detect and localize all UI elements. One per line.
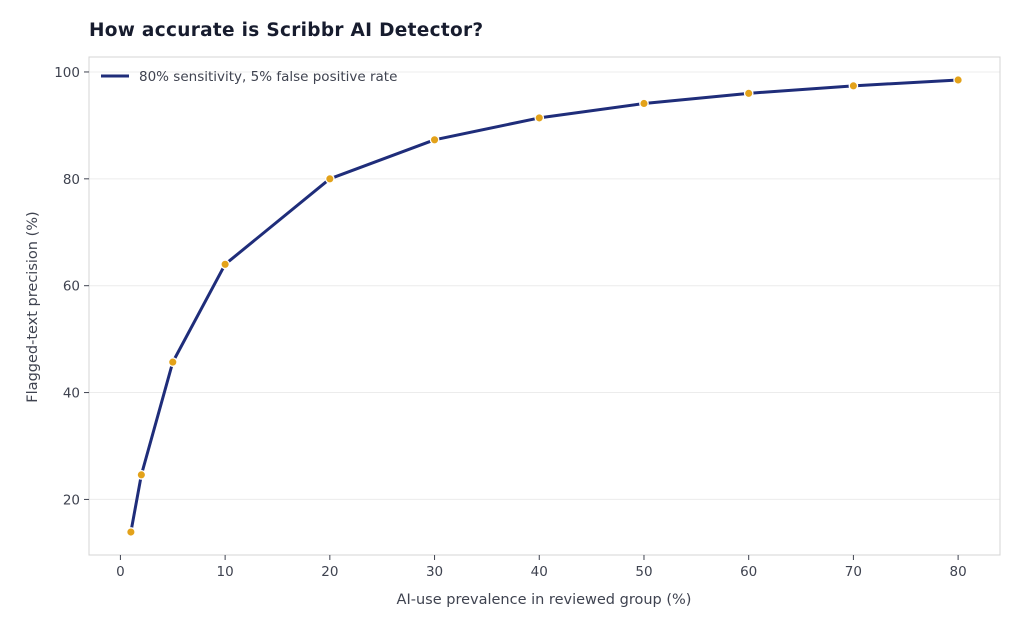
y-tick-label: 60 [63,279,80,295]
y-tick-label: 20 [63,492,80,508]
data-point [324,173,335,184]
data-point [848,81,859,91]
x-tick-label: 10 [217,564,234,580]
x-tick-label: 50 [635,564,652,580]
data-point [639,98,649,109]
x-tick-label: 70 [845,564,862,580]
plot-frame [88,56,1001,556]
data-point [534,113,545,123]
data-point [220,259,230,270]
gridlines [89,71,1000,500]
y-tick-label: 80 [63,172,80,188]
data-point [136,469,147,480]
data-point [126,527,136,537]
y-axis-label: Flagged-text precision (%) [25,211,41,402]
x-tick-label: 20 [321,564,338,580]
data-point [953,75,963,85]
series-line [129,78,960,534]
x-tick-label: 40 [531,564,548,580]
data-point [167,357,178,367]
x-tick-label: 0 [116,564,125,580]
x-tick-label: 30 [426,564,443,580]
y-tick-label: 100 [54,65,80,81]
axis-ticks: 20 40 60 80 100 0 10 20 30 40 50 60 70 80 [54,65,966,580]
x-tick-label: 80 [950,564,967,580]
chart-title: How accurate is Scribbr AI Detector? [89,20,484,41]
legend-label: 80% sensitivity, 5% false positive rate [139,69,397,85]
data-point [743,88,754,99]
y-tick-label: 40 [63,386,80,402]
series-layer [126,75,963,537]
data-point [429,134,440,145]
x-axis-label: AI-use prevalence in reviewed group (%) [397,592,692,608]
legend: 80% sensitivity, 5% false positive rate [101,69,397,85]
x-tick-label: 60 [740,564,757,580]
